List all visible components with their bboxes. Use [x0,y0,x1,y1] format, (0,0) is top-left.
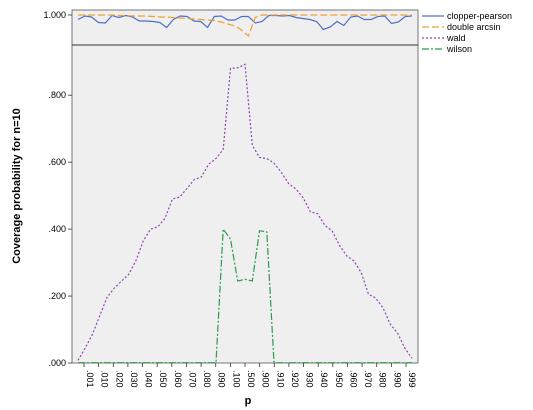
y-tick-label: .600 [48,157,66,167]
x-tick-label: .030 [129,370,139,388]
x-tick-label: .090 [217,370,227,388]
x-tick-label: .040 [144,370,154,388]
series-layer [77,14,413,364]
legend-label: wilson [446,44,472,54]
y-ticks: 1.000 .000 .200 .400 .600 .800 [43,10,72,368]
y-axis-title: Coverage probability for n=10 [11,108,23,264]
x-tick-label: .950 [334,370,344,388]
x-tick-label: .980 [378,370,388,388]
x-tick-label: .930 [305,370,315,388]
x-tick-label: .070 [187,370,197,388]
x-tick-label: .020 [114,370,124,388]
legend-label: clopper-pearson [447,11,512,21]
series-line-clopper-pearson [77,14,413,31]
y-tick-label: .800 [48,90,66,100]
x-tick-label: .500 [246,370,256,388]
series-line-wald [77,63,413,361]
legend-label: double arcsin [447,22,501,32]
y-tick-label: .000 [48,358,66,368]
x-tick-label: .100 [231,370,241,388]
y-tick-label: .400 [48,224,66,234]
x-tick-label: .960 [348,370,358,388]
y-tick-label: .200 [48,291,66,301]
x-tick-label: .999 [407,370,417,388]
x-tick-label: .990 [392,370,402,388]
x-tick-label: .080 [202,370,212,388]
x-tick-label: .060 [173,370,183,388]
x-tick-label: .920 [290,370,300,388]
x-ticks: .001 .010 .020 .030 .040 .050 .060 .070 .080 .090… [83,363,417,388]
x-tick-label: .050 [158,370,168,388]
x-tick-label: .910 [275,370,285,388]
x-tick-label: .010 [100,370,110,388]
x-tick-label: .970 [363,370,373,388]
x-axis-title: p [245,395,252,407]
legend-label: wald [446,33,466,43]
series-line-double-arcsin [78,14,412,38]
y-tick-label: 1.000 [43,10,66,20]
x-tick-label: .900 [261,370,271,388]
x-tick-label: .001 [85,370,95,388]
x-tick-label: .940 [319,370,329,388]
series-line-wilson [78,227,412,364]
bottom-panel [71,44,419,364]
